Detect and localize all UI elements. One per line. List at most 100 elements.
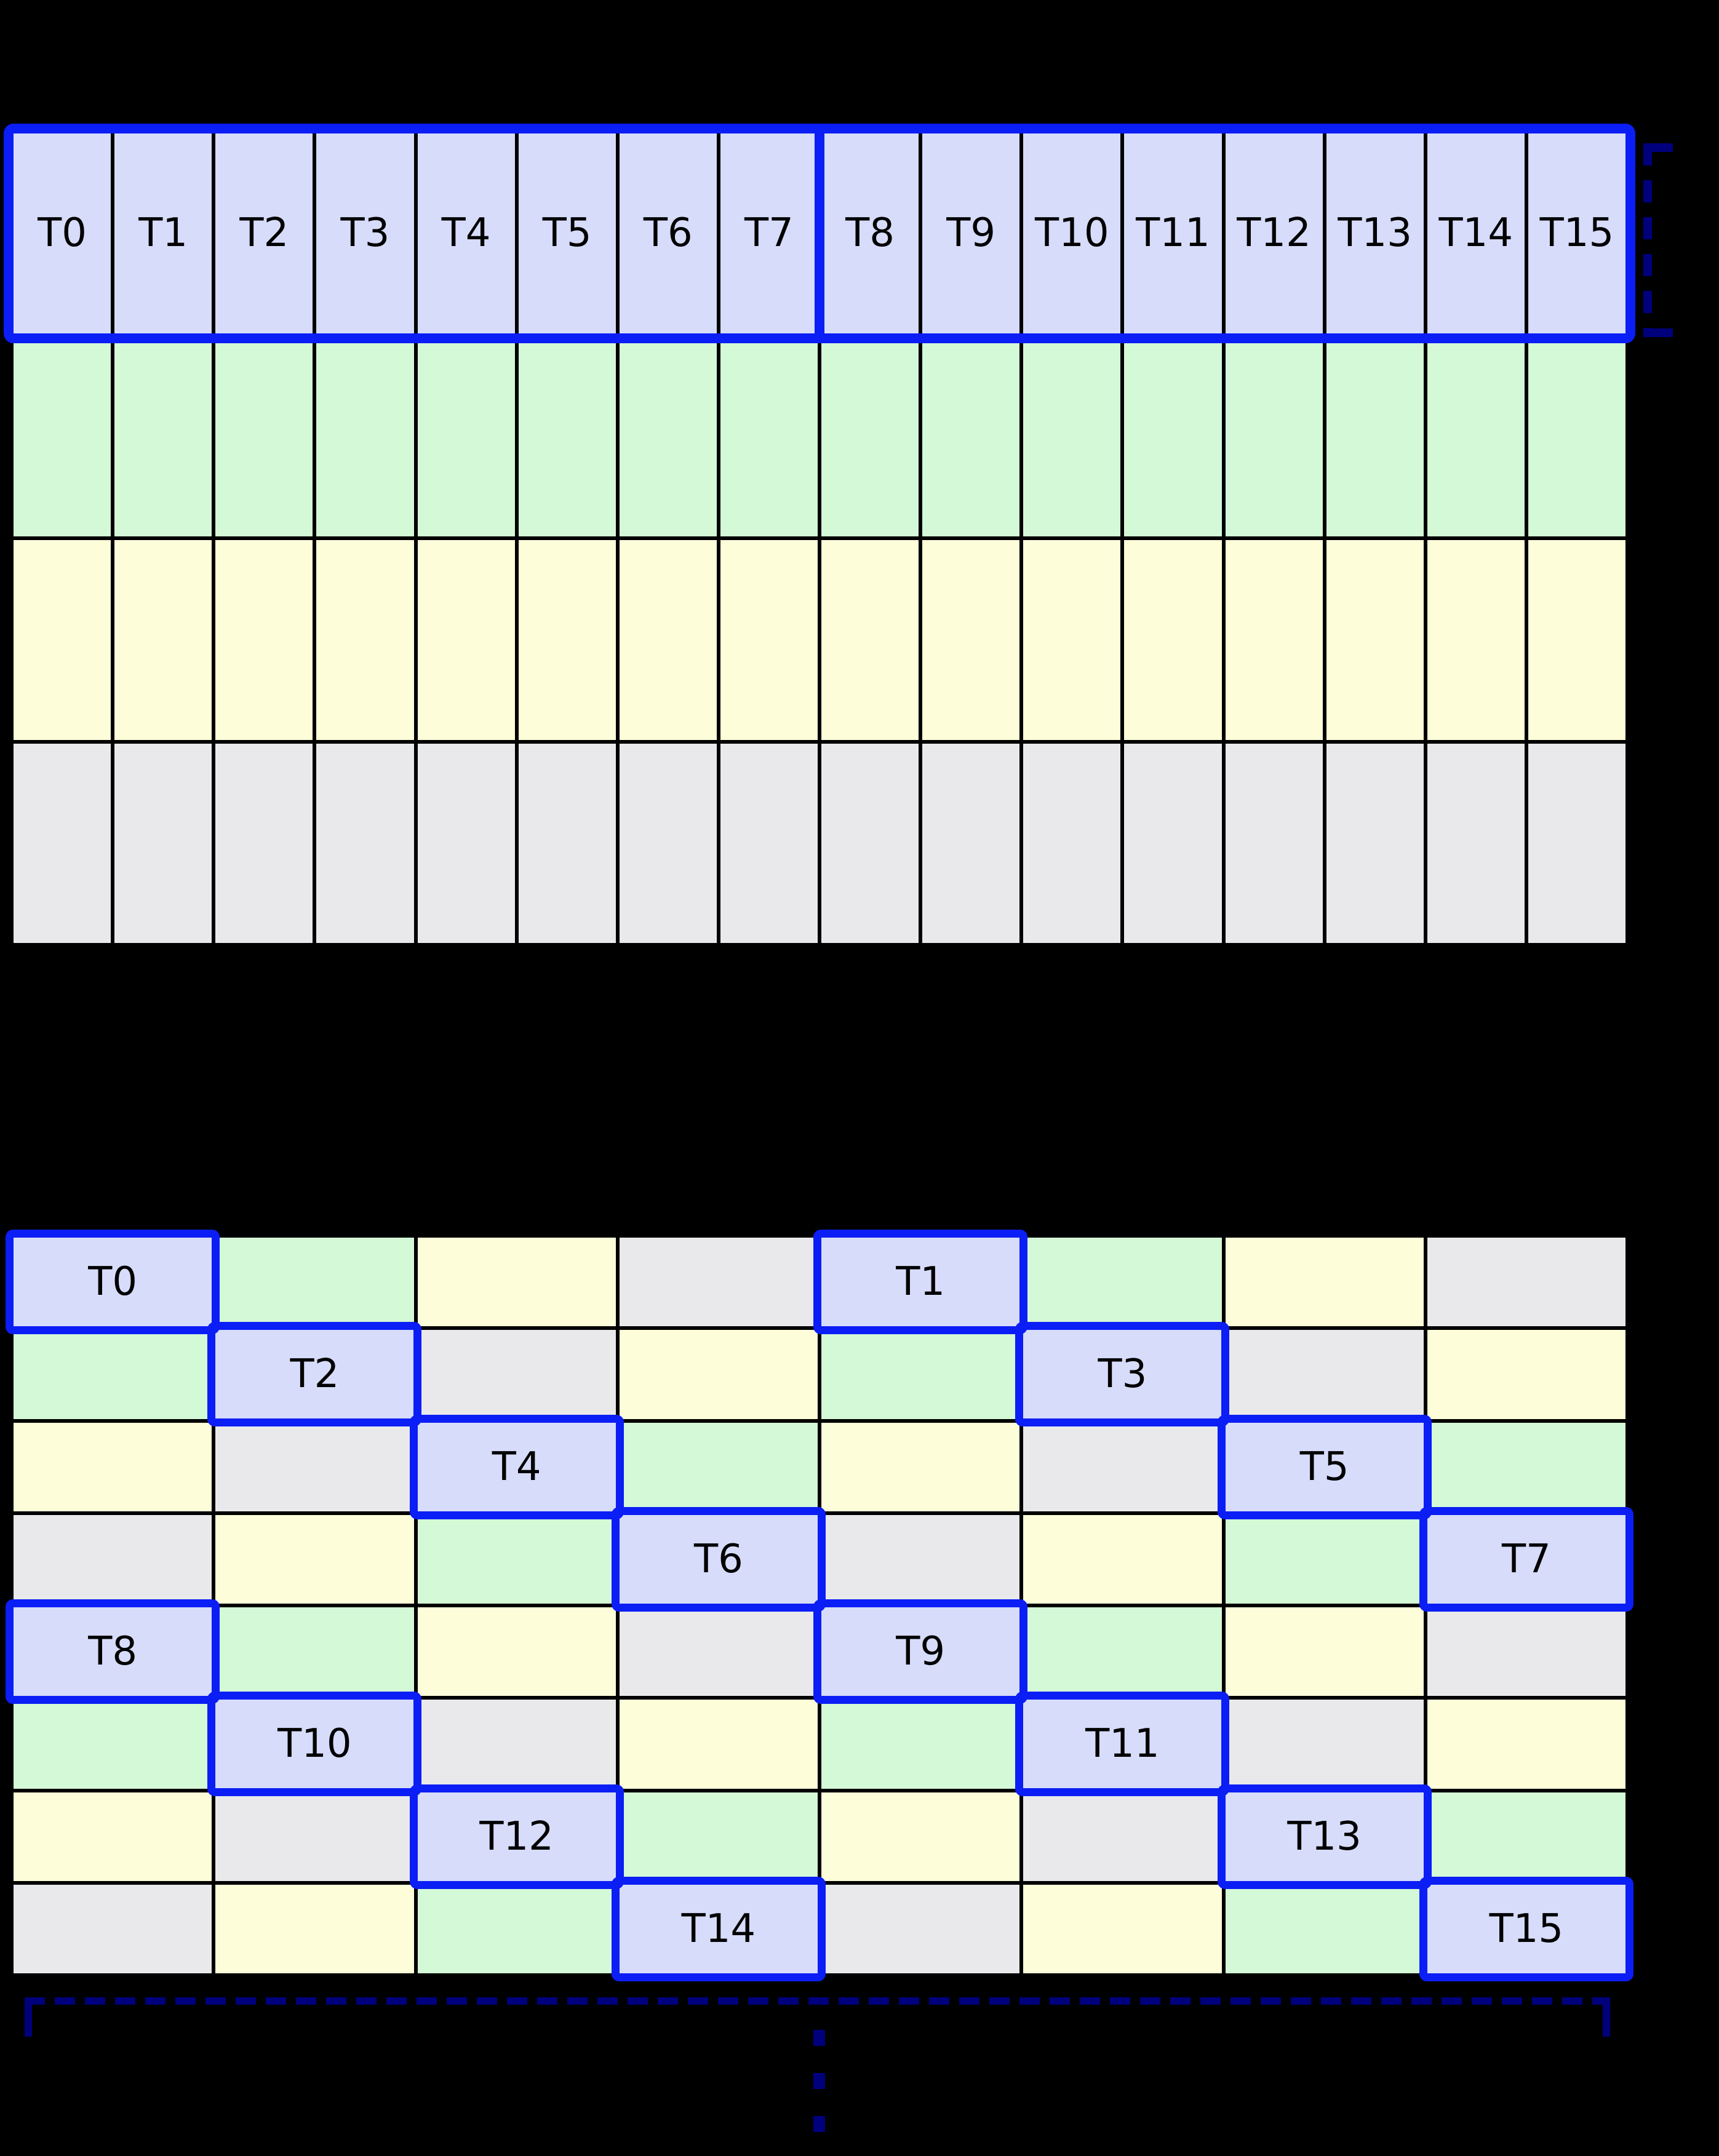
diag-bank-cell-r2-c0 <box>14 1422 212 1511</box>
diag-bank-cell-r4-c5 <box>1023 1607 1222 1697</box>
diag-bank-cell-r3-c0 <box>14 1514 212 1604</box>
top-bank-cell-r1-c10 <box>1023 336 1121 536</box>
diag-bank-cell-r3-c1 <box>215 1514 414 1604</box>
diag-bank-cell-r0-c5 <box>1023 1238 1222 1327</box>
top-bank-cell-r3-c4 <box>417 743 515 943</box>
top-bank-cell-r1-c1 <box>114 336 212 536</box>
diag-bank-cell-r4-c2 <box>417 1607 616 1697</box>
diag-bank-cell-r0-c3 <box>619 1238 818 1327</box>
diag-bank-cell-r7-c1 <box>215 1884 414 1973</box>
top-bank-cell-r3-c12 <box>1225 743 1323 943</box>
diag-bank-cell-r0-c1 <box>215 1238 414 1327</box>
top-bank-cell-r3-c5 <box>518 743 616 943</box>
diag-bank-cell-r2-c4 <box>821 1422 1020 1511</box>
top-bank-cell-r2-c3 <box>316 540 414 740</box>
diag-thread-cell-T6: T6 <box>619 1514 818 1604</box>
diag-bank-cell-r4-c3 <box>619 1607 818 1697</box>
grid-width-bracket-tick-left <box>25 2005 32 2037</box>
continuation-ellipsis <box>813 2030 825 2156</box>
top-thread-cell-T6: T6 <box>619 133 717 333</box>
diag-thread-cell-T12: T12 <box>417 1792 616 1881</box>
top-bank-cell-r2-c1 <box>114 540 212 740</box>
diag-bank-cell-r1-c2 <box>417 1330 616 1419</box>
top-bank-cell-r2-c6 <box>619 540 717 740</box>
diag-thread-cell-T13: T13 <box>1225 1792 1424 1881</box>
top-bank-cell-r3-c11 <box>1124 743 1222 943</box>
diag-thread-cell-T0: T0 <box>14 1238 212 1327</box>
top-thread-cell-T10: T10 <box>1023 133 1121 333</box>
top-bank-cell-r3-c0 <box>14 743 111 943</box>
diag-bank-cell-r5-c3 <box>619 1700 818 1789</box>
top-thread-cell-T9: T9 <box>922 133 1020 333</box>
top-bank-cell-r3-c10 <box>1023 743 1121 943</box>
diag-bank-cell-r7-c0 <box>14 1884 212 1973</box>
top-thread-cell-T3: T3 <box>316 133 414 333</box>
diag-bank-cell-r5-c2 <box>417 1700 616 1789</box>
diag-bank-cell-r6-c7 <box>1427 1792 1625 1881</box>
diag-bank-cell-r1-c6 <box>1225 1330 1424 1419</box>
top-bank-cell-r2-c11 <box>1124 540 1222 740</box>
top-thread-cell-T1: T1 <box>114 133 212 333</box>
top-bank-cell-r1-c13 <box>1326 336 1424 536</box>
top-bank-cell-r3-c9 <box>922 743 1020 943</box>
diag-bank-cell-r3-c6 <box>1225 1514 1424 1604</box>
diag-bank-cell-r6-c0 <box>14 1792 212 1881</box>
diag-bank-cell-r2-c3 <box>619 1422 818 1511</box>
top-bank-cell-r1-c0 <box>14 336 111 536</box>
top-thread-cell-T4: T4 <box>417 133 515 333</box>
diag-thread-cell-T5: T5 <box>1225 1422 1424 1511</box>
top-thread-cell-T11: T11 <box>1124 133 1222 333</box>
top-thread-cell-T12: T12 <box>1225 133 1323 333</box>
top-bank-cell-r1-c14 <box>1427 336 1525 536</box>
diag-thread-cell-T8: T8 <box>14 1607 212 1697</box>
top-bank-cell-r3-c8 <box>821 743 919 943</box>
top-thread-cell-T8: T8 <box>821 133 919 333</box>
top-thread-cell-T15: T15 <box>1528 133 1625 333</box>
diag-thread-cell-T9: T9 <box>821 1607 1020 1697</box>
top-bank-cell-r1-c3 <box>316 336 414 536</box>
diag-thread-cell-T15: T15 <box>1427 1884 1625 1973</box>
top-bank-cell-r2-c7 <box>720 540 818 740</box>
diag-bank-cell-r7-c5 <box>1023 1884 1222 1973</box>
diag-thread-cell-T4: T4 <box>417 1422 616 1511</box>
top-bank-cell-r1-c12 <box>1225 336 1323 536</box>
top-bank-cell-r1-c5 <box>518 336 616 536</box>
diag-thread-cell-T11: T11 <box>1023 1700 1222 1789</box>
diag-bank-cell-r4-c7 <box>1427 1607 1625 1697</box>
diag-bank-cell-r6-c3 <box>619 1792 818 1881</box>
diag-bank-cell-r3-c4 <box>821 1514 1020 1604</box>
top-bank-cell-r2-c9 <box>922 540 1020 740</box>
diag-bank-cell-r7-c6 <box>1225 1884 1424 1973</box>
top-bank-cell-r2-c12 <box>1225 540 1323 740</box>
diag-bank-cell-r6-c5 <box>1023 1792 1222 1881</box>
diag-bank-cell-r1-c3 <box>619 1330 818 1419</box>
diag-bank-cell-r6-c1 <box>215 1792 414 1881</box>
top-bank-cell-r2-c13 <box>1326 540 1424 740</box>
top-bank-cell-r1-c4 <box>417 336 515 536</box>
top-bank-cell-r1-c9 <box>922 336 1020 536</box>
top-bank-cell-r1-c8 <box>821 336 919 536</box>
diag-bank-cell-r1-c4 <box>821 1330 1020 1419</box>
diag-bank-cell-r2-c7 <box>1427 1422 1625 1511</box>
diag-bank-cell-r3-c2 <box>417 1514 616 1604</box>
top-thread-cell-T5: T5 <box>518 133 616 333</box>
top-bank-cell-r1-c11 <box>1124 336 1222 536</box>
diag-bank-cell-r4-c6 <box>1225 1607 1424 1697</box>
diag-bank-cell-r5-c7 <box>1427 1700 1625 1789</box>
top-thread-cell-T13: T13 <box>1326 133 1424 333</box>
linear-access-grid: T0 T1 T2 T3 T4 T5 T6 T7 T8 T9 T10 T11 T12 T13 T14 T15 <box>14 133 1625 943</box>
top-bank-cell-r3-c15 <box>1528 743 1625 943</box>
top-bank-cell-r3-c7 <box>720 743 818 943</box>
diag-bank-cell-r6-c4 <box>821 1792 1020 1881</box>
top-thread-cell-T7: T7 <box>720 133 818 333</box>
grid-width-bracket-tick-right <box>1603 2005 1610 2037</box>
diag-bank-cell-r3-c5 <box>1023 1514 1222 1604</box>
top-bank-cell-r3-c14 <box>1427 743 1525 943</box>
diag-bank-cell-r0-c7 <box>1427 1238 1625 1327</box>
diag-bank-cell-r0-c6 <box>1225 1238 1424 1327</box>
top-bank-cell-r2-c10 <box>1023 540 1121 740</box>
diag-bank-cell-r5-c6 <box>1225 1700 1424 1789</box>
top-thread-cell-T14: T14 <box>1427 133 1525 333</box>
diag-thread-cell-T10: T10 <box>215 1700 414 1789</box>
